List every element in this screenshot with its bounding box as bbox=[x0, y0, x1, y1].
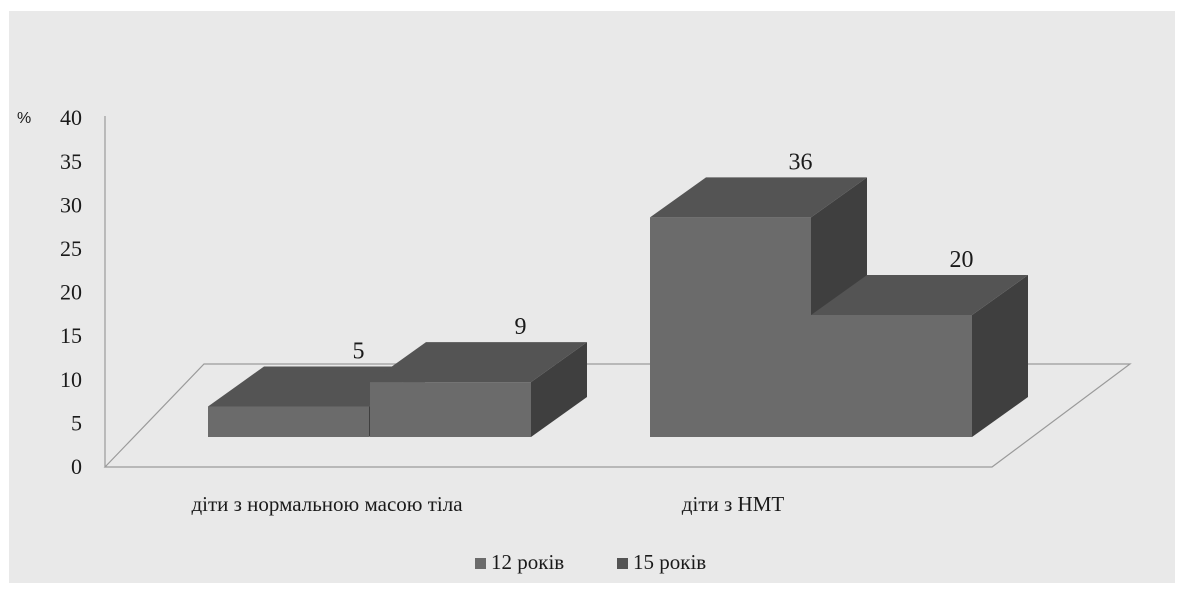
y-tick-25: 25 bbox=[60, 236, 82, 261]
chart-area: 5 9 36 20 % 0 5 10 15 20 25 30 35 40 діти з нормаль… bbox=[9, 11, 1175, 583]
bar-top bbox=[370, 342, 587, 383]
y-tick-35: 35 bbox=[60, 149, 82, 174]
bar-front bbox=[650, 217, 811, 437]
y-tick-20: 20 bbox=[60, 280, 82, 305]
bar-c1-s1: 20 bbox=[811, 247, 1028, 437]
y-tick-10: 10 bbox=[60, 367, 82, 392]
y-tick-0: 0 bbox=[71, 454, 82, 479]
bar-side bbox=[531, 342, 587, 437]
bar-front bbox=[811, 315, 972, 437]
bar-top bbox=[650, 177, 867, 218]
bar-front bbox=[208, 406, 369, 437]
chart-floor bbox=[103, 363, 1132, 468]
data-label-c1-s0: 36 bbox=[789, 149, 813, 175]
y-unit-label: % bbox=[17, 110, 31, 127]
legend: 12 років 15 років bbox=[475, 550, 706, 574]
bar-top bbox=[811, 275, 1028, 315]
legend-swatch-12 bbox=[475, 558, 486, 569]
bar-front bbox=[370, 382, 531, 437]
chart-svg: 5 9 36 20 % 0 5 10 15 20 25 30 35 40 діти з нормаль… bbox=[17, 105, 1132, 574]
legend-swatch-15 bbox=[617, 558, 628, 569]
y-tick-30: 30 bbox=[60, 192, 82, 217]
legend-label-12: 12 років bbox=[491, 550, 564, 574]
bar-side bbox=[972, 275, 1028, 437]
data-label-c0-s0: 5 bbox=[353, 339, 365, 365]
bar-c0-s1: 9 bbox=[370, 314, 587, 437]
category-label-normal-weight: діти з нормальною масою тіла bbox=[191, 492, 463, 516]
y-tick-15: 15 bbox=[60, 323, 82, 348]
data-label-c1-s1: 20 bbox=[950, 247, 974, 273]
y-tick-5: 5 bbox=[71, 410, 82, 435]
y-tick-40: 40 bbox=[60, 105, 82, 130]
data-label-c0-s1: 9 bbox=[515, 314, 527, 340]
legend-label-15: 15 років bbox=[633, 550, 706, 574]
category-label-nmt: діти з НМТ bbox=[682, 492, 785, 516]
